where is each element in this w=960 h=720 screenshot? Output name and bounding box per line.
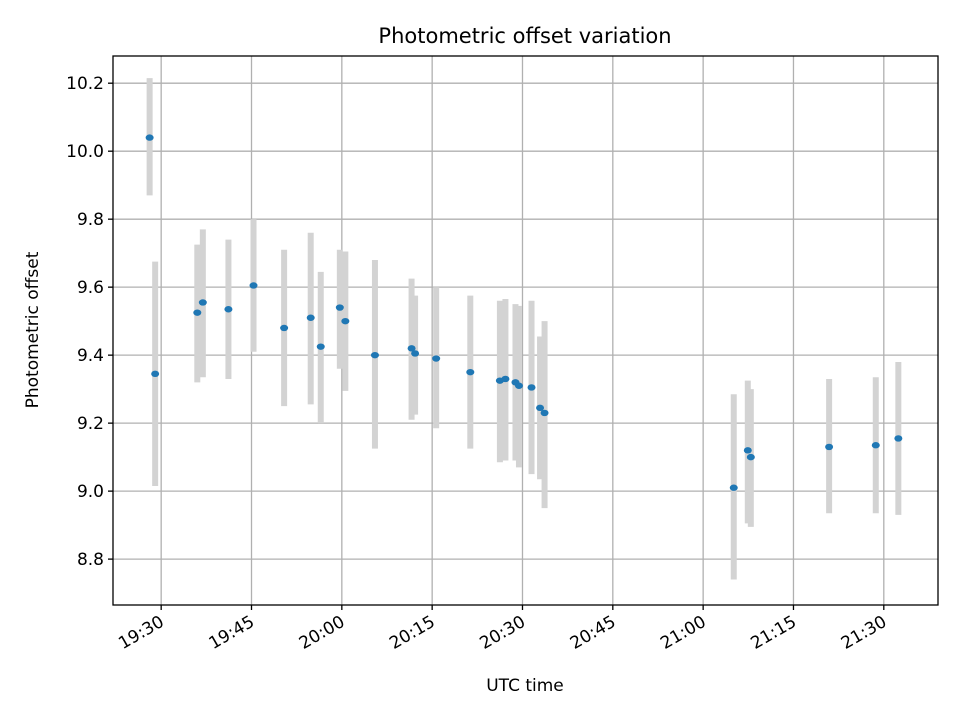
x-tick-label: 21:15 — [748, 612, 800, 654]
data-point — [466, 368, 475, 376]
data-point — [280, 324, 289, 332]
x-tick-label: 20:00 — [296, 612, 348, 654]
y-tick-label: 9.4 — [77, 346, 104, 366]
x-tick-label: 20:30 — [477, 612, 529, 654]
errorbar-layer — [146, 78, 902, 580]
x-tick-label: 19:45 — [206, 612, 258, 654]
data-point — [743, 447, 752, 454]
data-point — [145, 134, 154, 141]
data-point — [306, 314, 315, 321]
data-point — [151, 370, 160, 378]
data-point — [871, 442, 880, 449]
data-point — [316, 343, 325, 350]
data-point — [825, 443, 834, 451]
x-tick-label: 20:45 — [567, 612, 619, 654]
data-point — [407, 345, 416, 352]
data-point — [411, 350, 420, 357]
x-tick-label: 21:00 — [657, 612, 709, 654]
data-point — [432, 355, 441, 362]
data-point — [527, 384, 536, 391]
point-layer — [145, 134, 903, 491]
plot-frame — [112, 55, 939, 606]
data-point — [193, 309, 202, 316]
y-tick-label: 9.0 — [77, 482, 104, 502]
x-tick-label: 20:15 — [386, 612, 438, 654]
data-point — [894, 435, 903, 442]
data-point — [540, 409, 549, 417]
y-axis-label: Photometric offset — [23, 251, 43, 408]
tick-layer: 19:30 19:45 20:00 20:15 20:30 20:45 21:00 21:15… — [66, 74, 890, 654]
grid-layer — [113, 56, 938, 605]
y-tick-label: 9.8 — [77, 210, 104, 230]
data-point — [335, 304, 344, 311]
data-point — [224, 306, 233, 313]
data-point — [729, 484, 738, 491]
data-point — [198, 299, 207, 306]
x-axis-label: UTC time — [486, 676, 564, 696]
y-tick-label: 9.6 — [77, 278, 104, 298]
x-tick-label: 19:30 — [115, 612, 167, 654]
data-point — [249, 282, 258, 289]
data-point — [746, 453, 755, 461]
data-point — [514, 382, 523, 389]
y-tick-label: 10.0 — [66, 142, 104, 162]
y-tick-label: 10.2 — [66, 74, 104, 94]
data-point — [501, 375, 510, 383]
x-tick-label: 21:30 — [838, 612, 890, 654]
data-point — [341, 317, 350, 325]
chart-title: Photometric offset variation — [378, 24, 671, 48]
data-point — [536, 404, 545, 412]
data-point — [370, 351, 379, 359]
y-tick-label: 8.8 — [77, 550, 104, 570]
y-tick-label: 9.2 — [77, 414, 104, 434]
